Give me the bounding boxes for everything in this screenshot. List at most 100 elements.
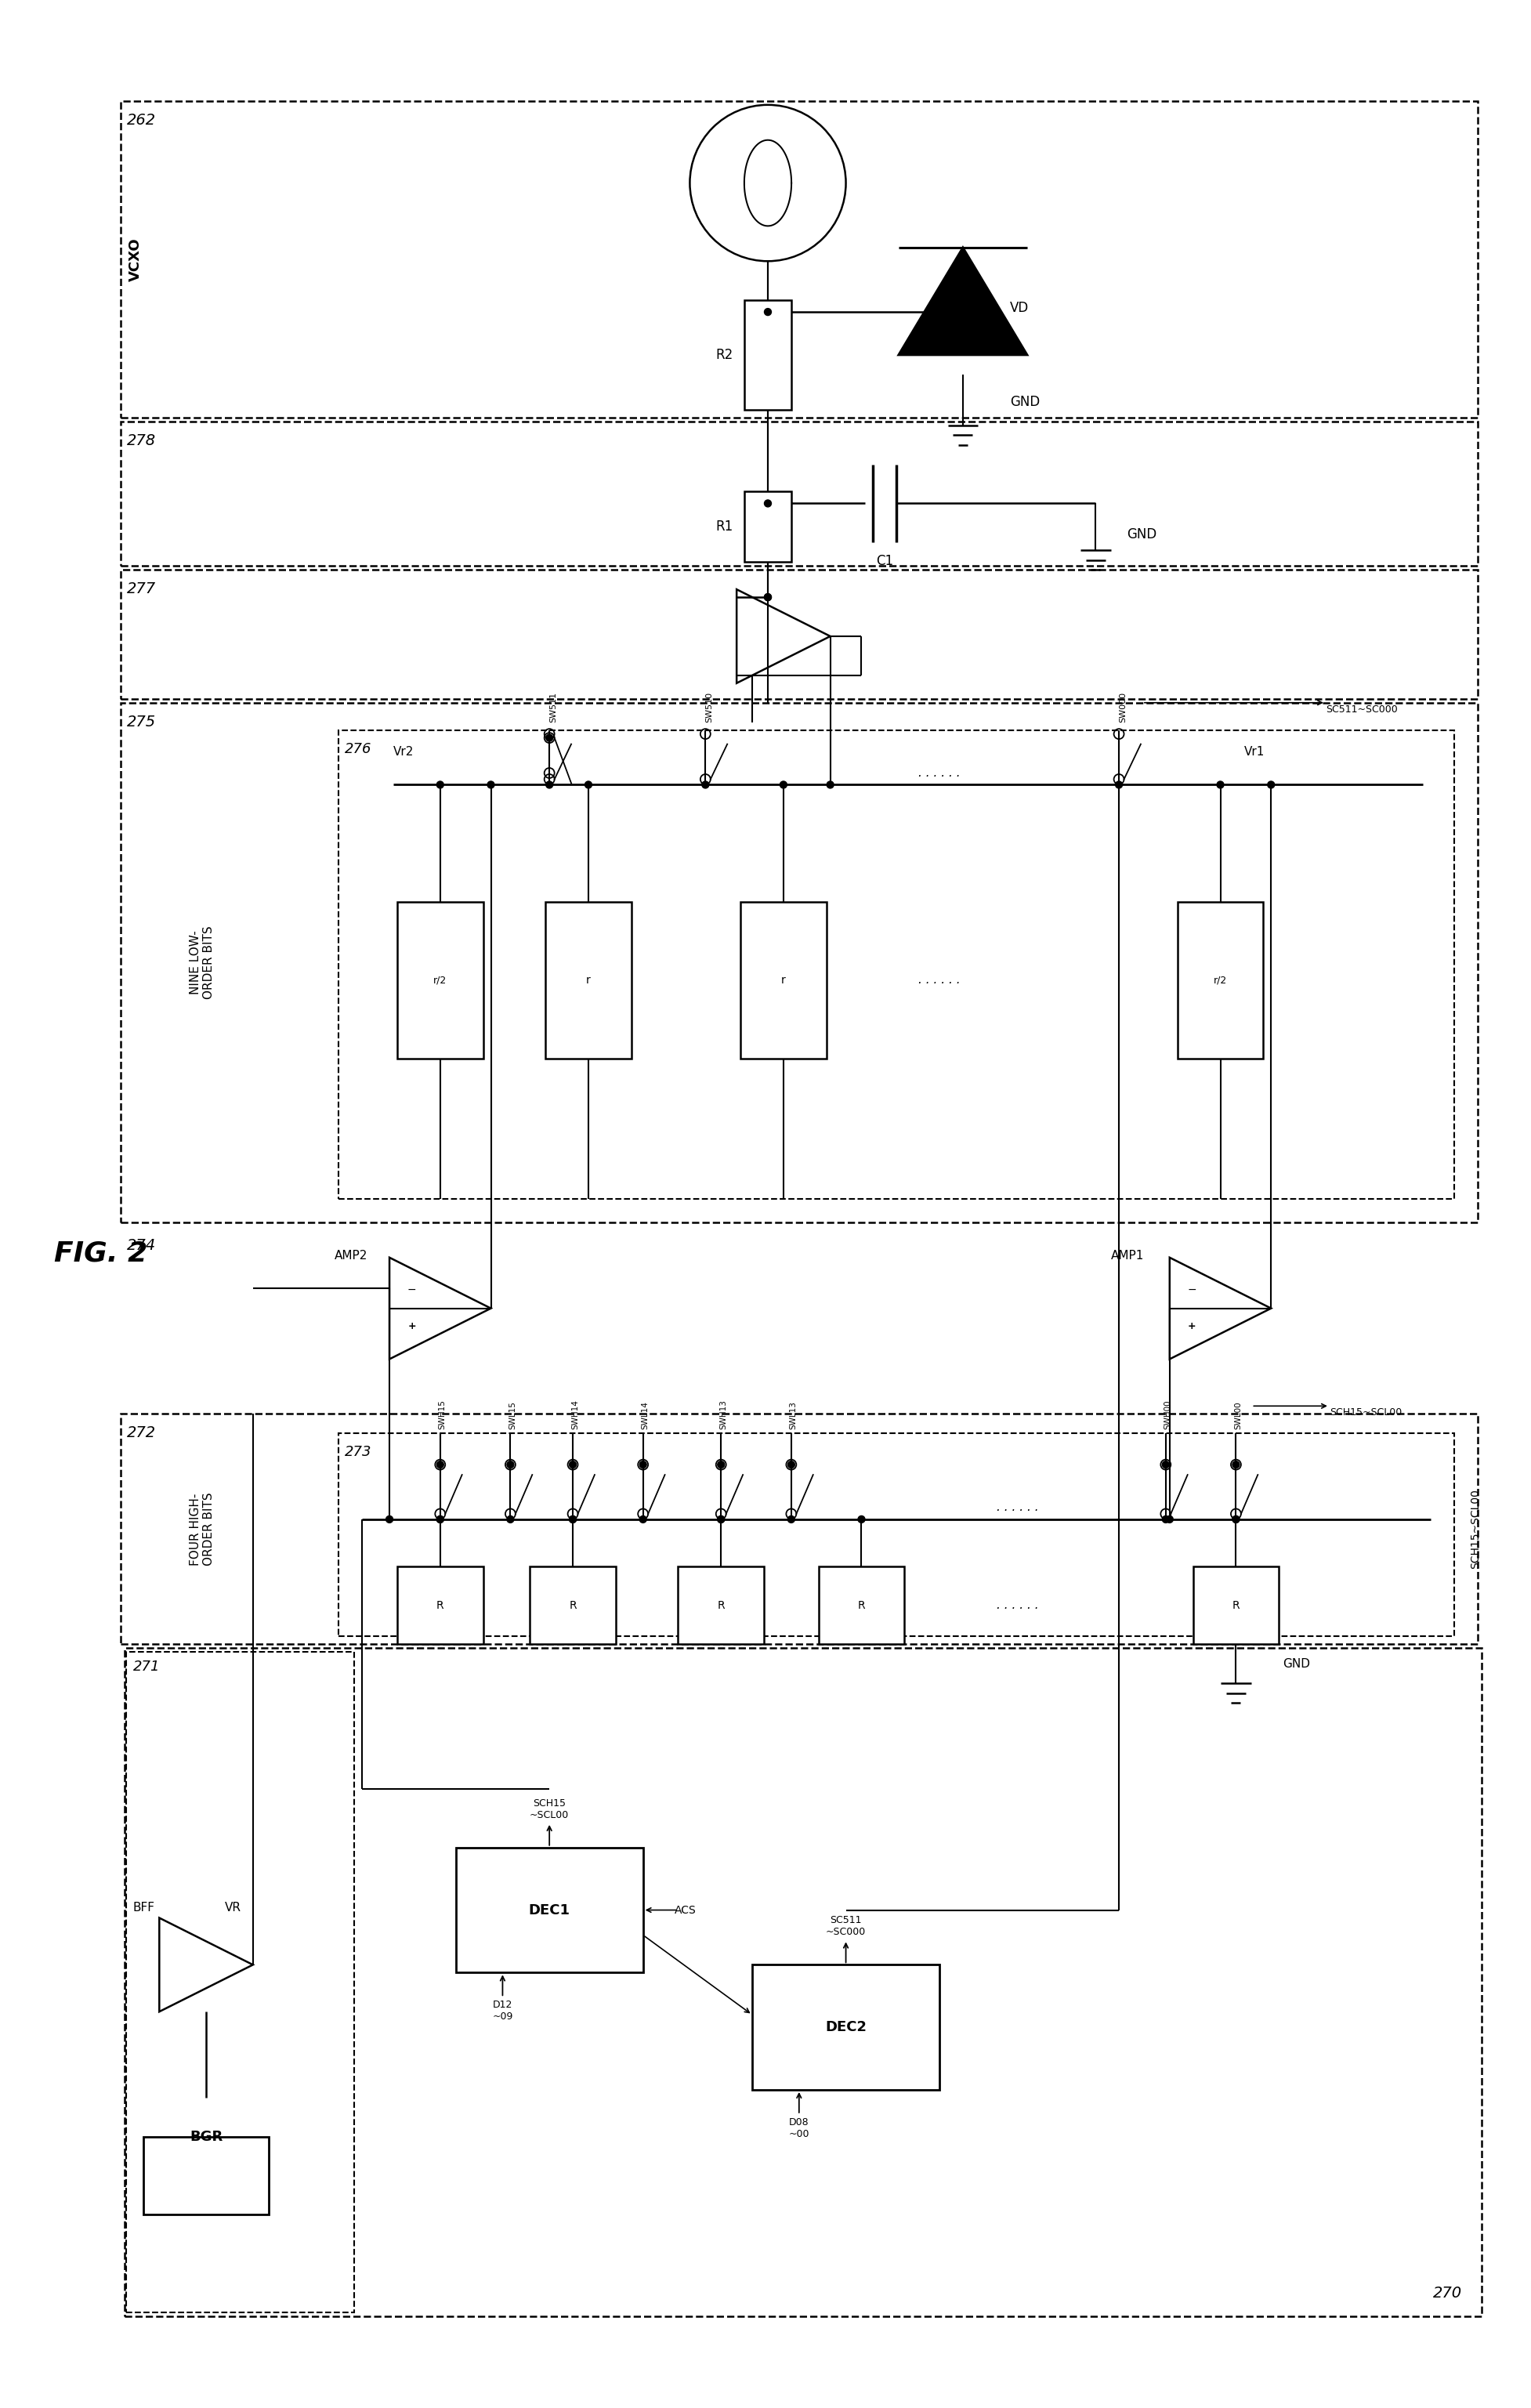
Circle shape <box>640 1515 646 1522</box>
Text: 276: 276 <box>344 742 372 756</box>
Circle shape <box>436 1462 444 1469</box>
Text: −: − <box>1188 1283 1197 1296</box>
Text: r: r <box>781 975 785 985</box>
Text: R: R <box>570 1599 577 1611</box>
Polygon shape <box>456 1847 643 1972</box>
Text: SWL15: SWL15 <box>508 1401 516 1430</box>
Circle shape <box>1232 1515 1240 1522</box>
Polygon shape <box>744 491 792 561</box>
Circle shape <box>1162 1515 1170 1522</box>
Text: FIG. 2: FIG. 2 <box>54 1240 147 1267</box>
Text: VR: VR <box>225 1902 242 1914</box>
Polygon shape <box>1193 1565 1278 1645</box>
Circle shape <box>487 780 495 787</box>
Text: R: R <box>857 1599 865 1611</box>
Circle shape <box>1232 1515 1240 1522</box>
Text: SW510: SW510 <box>706 691 713 722</box>
Circle shape <box>718 1515 724 1522</box>
Text: 272: 272 <box>127 1426 156 1440</box>
Text: 274: 274 <box>127 1238 156 1252</box>
Text: SWH13: SWH13 <box>720 1399 727 1430</box>
Text: +: + <box>407 1322 416 1332</box>
Text: GND: GND <box>1010 395 1040 409</box>
Text: SC511~SC000: SC511~SC000 <box>1326 703 1398 715</box>
Text: R: R <box>1232 1599 1240 1611</box>
Circle shape <box>585 780 592 787</box>
Polygon shape <box>899 248 1027 354</box>
Text: BFF: BFF <box>133 1902 155 1914</box>
Text: r/2: r/2 <box>1214 975 1228 985</box>
Text: SW000: SW000 <box>1119 691 1127 722</box>
Text: SWH15: SWH15 <box>438 1399 447 1430</box>
Text: 277: 277 <box>127 583 156 597</box>
Text: D08
~00: D08 ~00 <box>788 2117 810 2138</box>
Circle shape <box>640 1462 646 1469</box>
Text: . . . . . .: . . . . . . <box>919 768 960 778</box>
Text: AMP1: AMP1 <box>1112 1250 1144 1262</box>
Circle shape <box>788 1515 795 1522</box>
Text: R1: R1 <box>715 520 733 535</box>
Text: Vr2: Vr2 <box>393 746 413 759</box>
Text: 275: 275 <box>127 715 156 730</box>
Text: SWL00: SWL00 <box>1234 1401 1242 1430</box>
Circle shape <box>857 1515 865 1522</box>
Text: SCH15~SCL00: SCH15~SCL00 <box>1329 1409 1402 1418</box>
Polygon shape <box>819 1565 905 1645</box>
Text: 271: 271 <box>133 1659 159 1674</box>
Text: 262: 262 <box>127 113 156 128</box>
Text: SWH14: SWH14 <box>571 1399 579 1430</box>
Circle shape <box>436 780 444 787</box>
Circle shape <box>547 780 553 787</box>
Polygon shape <box>397 1565 484 1645</box>
Text: SCH15
~SCL00: SCH15 ~SCL00 <box>530 1799 570 1820</box>
Circle shape <box>386 1515 393 1522</box>
Text: C1: C1 <box>876 554 894 568</box>
Circle shape <box>507 1462 514 1469</box>
Circle shape <box>1162 1462 1170 1469</box>
Circle shape <box>547 734 553 742</box>
Circle shape <box>1268 780 1275 787</box>
Circle shape <box>1116 780 1122 787</box>
Text: Vr1: Vr1 <box>1243 746 1265 759</box>
Polygon shape <box>144 2136 268 2215</box>
Circle shape <box>827 780 834 787</box>
Polygon shape <box>741 903 827 1057</box>
Text: r/2: r/2 <box>433 975 447 985</box>
Text: GND: GND <box>1283 1659 1311 1669</box>
Circle shape <box>1167 1515 1173 1522</box>
Text: ACS: ACS <box>674 1905 697 1914</box>
Text: +: + <box>1188 1322 1196 1332</box>
Text: R2: R2 <box>715 347 733 361</box>
Circle shape <box>1217 780 1223 787</box>
Circle shape <box>718 1462 724 1469</box>
Text: BGR: BGR <box>190 2129 222 2143</box>
Text: −: − <box>407 1283 416 1296</box>
Circle shape <box>436 1515 444 1522</box>
Text: R: R <box>436 1599 444 1611</box>
Circle shape <box>764 308 772 315</box>
Circle shape <box>764 501 772 508</box>
Text: DEC2: DEC2 <box>825 2020 867 2035</box>
Text: SWL14: SWL14 <box>641 1401 649 1430</box>
Polygon shape <box>744 301 792 409</box>
Text: AMP2: AMP2 <box>335 1250 367 1262</box>
Circle shape <box>570 1515 576 1522</box>
Text: SC511
~SC000: SC511 ~SC000 <box>825 1914 867 1938</box>
Polygon shape <box>678 1565 764 1645</box>
Text: SWL13: SWL13 <box>790 1401 798 1430</box>
Text: . . . . . .: . . . . . . <box>997 1503 1038 1515</box>
Circle shape <box>764 595 772 600</box>
Text: GND: GND <box>1127 527 1157 542</box>
Text: R: R <box>717 1599 724 1611</box>
Circle shape <box>718 1515 724 1522</box>
Polygon shape <box>530 1565 615 1645</box>
Circle shape <box>1232 1462 1240 1469</box>
Polygon shape <box>1177 903 1263 1057</box>
Circle shape <box>779 780 787 787</box>
Text: DEC1: DEC1 <box>528 1902 570 1917</box>
Text: NINE LOW-
ORDER BITS: NINE LOW- ORDER BITS <box>190 925 214 999</box>
Circle shape <box>507 1515 514 1522</box>
Text: D12
~09: D12 ~09 <box>493 2001 513 2023</box>
Text: 273: 273 <box>344 1445 372 1459</box>
Circle shape <box>788 1462 795 1469</box>
